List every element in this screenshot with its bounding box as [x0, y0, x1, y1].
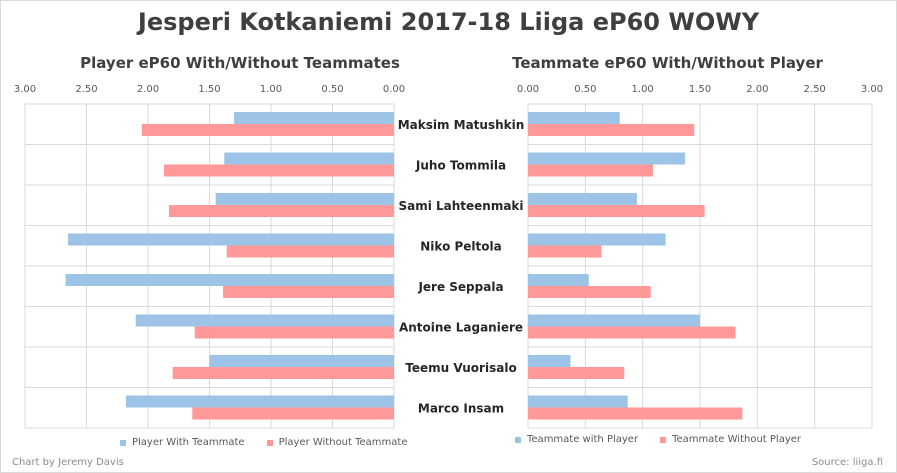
player-name-label: Sami Lahteenmaki [398, 199, 523, 213]
right-bar-without [528, 326, 736, 339]
left-bar-without [141, 124, 394, 136]
right-legend: Teammate with Player Teammate Without Pl… [515, 434, 801, 445]
right-bar-without [528, 367, 625, 379]
source-text: Source: liiga.fi [811, 457, 883, 468]
left-bar-with [135, 314, 394, 327]
left-bar-with [234, 112, 394, 124]
legend-swatch-without [660, 436, 667, 443]
right-tick-label: 3.00 [861, 84, 883, 95]
left-tick-label: 1.00 [260, 84, 282, 95]
legend-label-teammate-with: Teammate with Player [527, 434, 639, 445]
right-bar-with [528, 112, 620, 124]
left-chart-title: Player eP60 With/Without Teammates [80, 54, 400, 72]
right-tick-label: 1.50 [689, 84, 711, 95]
right-bar-with [528, 233, 666, 246]
left-bar-without [192, 407, 394, 420]
legend-label-teammate-without: Teammate Without Player [672, 434, 802, 445]
player-name-label: Antoine Laganiere [399, 321, 523, 335]
left-tick-label: 2.50 [75, 84, 97, 95]
right-tick-label: 1.00 [632, 84, 654, 95]
right-bar-without [528, 286, 651, 298]
left-bar-with [224, 152, 394, 165]
left-tick-label: 0.50 [321, 84, 343, 95]
right-tick-label: 2.50 [804, 84, 826, 95]
legend-swatch-without [266, 439, 273, 446]
credit-text: Chart by Jeremy Davis [12, 457, 124, 468]
player-name-label: Maksim Matushkin [398, 118, 525, 132]
right-bar-with [528, 314, 700, 327]
left-bar-without [168, 205, 394, 217]
right-tick-label: 0.50 [574, 84, 596, 95]
right-bar-with [528, 152, 686, 165]
legend-label-player-with: Player With Teammate [132, 437, 245, 448]
left-legend: Player With Teammate Player Without Team… [120, 437, 408, 448]
legend-swatch-with [515, 436, 521, 443]
legend-label-player-without: Player Without Teammate [278, 437, 408, 448]
right-tick-label: 2.00 [746, 84, 768, 95]
right-bar-with [528, 193, 637, 205]
left-bar-with [68, 233, 395, 246]
left-bar-with [215, 193, 394, 205]
left-bar-with [65, 274, 394, 286]
left-tick-label: 0.00 [383, 84, 405, 95]
right-bar-without [528, 407, 743, 420]
right-chart-title: Teammate eP60 With/Without Player [512, 54, 823, 72]
player-name-label: Teemu Vuorisalo [405, 361, 516, 375]
left-bar-without [223, 286, 394, 298]
right-bar-without [528, 245, 602, 258]
left-tick-label: 2.00 [137, 84, 159, 95]
player-name-label: Niko Peltola [420, 240, 501, 254]
left-bar-without [194, 326, 394, 339]
left-tick-label: 3.00 [14, 84, 36, 95]
left-bar-with [209, 355, 394, 367]
left-bar-without [226, 245, 394, 258]
left-tick-label: 1.50 [198, 84, 220, 95]
right-bar-with [528, 395, 628, 408]
right-bar-with [528, 355, 571, 367]
chart-title: Jesperi Kotkaniemi 2017-18 Liiga eP60 WO… [137, 8, 760, 36]
legend-swatch-with [120, 439, 126, 446]
right-tick-label: 0.00 [517, 84, 539, 95]
right-bar-without [528, 164, 653, 177]
player-name-label: Marco Insam [418, 402, 504, 416]
right-bar-without [528, 124, 695, 136]
left-bar-with [125, 395, 395, 408]
right-bar-without [528, 205, 705, 217]
player-name-label: Juho Tommila [415, 159, 506, 173]
player-name-label: Jere Seppala [417, 280, 503, 294]
left-bar-without [163, 164, 394, 177]
left-bar-without [172, 367, 394, 379]
right-bar-with [528, 274, 589, 286]
